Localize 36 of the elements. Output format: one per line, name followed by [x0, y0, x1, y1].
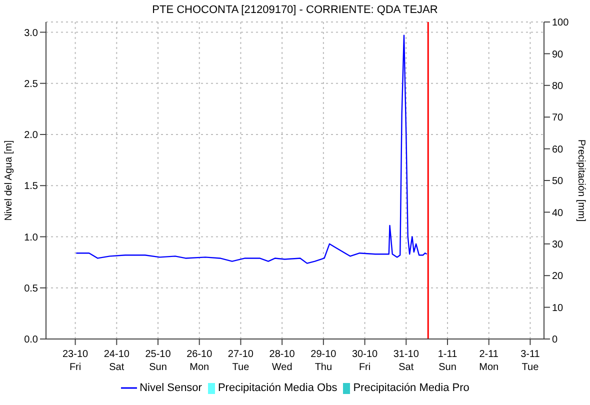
y2-tick-label: 70 [552, 112, 564, 124]
y-axis-title: Nivel del Agua [m] [4, 140, 15, 221]
y2-tick-label: 90 [552, 49, 564, 60]
y2-tick-label: 60 [552, 144, 564, 156]
x-tick-label: 26-10 Mon [186, 349, 213, 373]
y2-tick-label: 80 [552, 80, 564, 92]
legend-label: Nivel Sensor [140, 382, 202, 394]
x-tick-label: 31-10 Sat [393, 349, 420, 373]
y2-tick-label: 50 [552, 176, 564, 188]
legend-label: Precipitación Media Pro [353, 382, 470, 394]
y2-tick-label: 0 [552, 334, 558, 346]
x-tick-label: 24-10 Sat [104, 349, 130, 373]
x-tick-label: 30-10 Fri [352, 349, 378, 373]
y-tick-label: 2.0 [24, 130, 38, 142]
x-tick-label: 25-10 Sun [145, 349, 172, 373]
x-tick-label: 27-10 Tue [228, 349, 254, 373]
x-tick-label: 2-11 Mon [479, 349, 499, 373]
y-tick-label: 2.5 [24, 78, 38, 90]
y-tick-label: 1.0 [24, 232, 38, 244]
y2-tick-label: 10 [552, 302, 564, 314]
x-tick-label: 23-10 Fri [62, 349, 89, 373]
y2-tick-label: 100 [552, 18, 570, 29]
y2-tick-label: 40 [552, 208, 564, 219]
x-tick-label: 3-11 Tue [520, 349, 540, 373]
x-tick-label: 28-10 Wed [269, 349, 296, 373]
y-tick-label: 3.0 [24, 28, 38, 39]
y-tick-label: 1.5 [24, 181, 38, 192]
legend-label: Precipitación Media Obs [218, 382, 338, 394]
x-tick-label: 29-10 Thu [310, 349, 337, 373]
y-tick-label: 0.0 [24, 334, 38, 346]
y2-tick-label: 30 [552, 239, 564, 250]
chart-title: PTE CHOCONTA [21209170] - CORRIENTE: QDA TEJAR [151, 4, 439, 16]
y-tick-label: 0.5 [24, 283, 38, 294]
y2-tick-label: 20 [552, 271, 564, 282]
y2-axis-title: Precipitación [mm] [575, 139, 586, 222]
x-tick-label: 1-11 Sun [438, 349, 458, 373]
